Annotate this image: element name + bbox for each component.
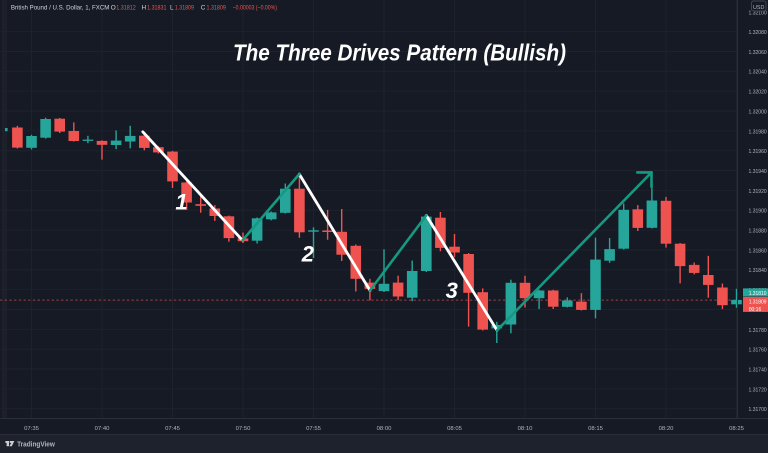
svg-text:C: C	[201, 5, 206, 12]
svg-text:07:35: 07:35	[24, 426, 39, 432]
svg-text:1.32040: 1.32040	[749, 70, 767, 76]
svg-text:1.31980: 1.31980	[749, 129, 767, 135]
svg-text:1.31900: 1.31900	[749, 209, 767, 215]
svg-text:H: H	[142, 5, 147, 12]
svg-text:08:05: 08:05	[447, 426, 462, 432]
svg-text:1.31831: 1.31831	[147, 5, 167, 12]
svg-text:1: 1	[175, 190, 187, 215]
svg-text:1.31760: 1.31760	[749, 348, 767, 354]
svg-text:1.31809: 1.31809	[749, 300, 767, 306]
svg-text:1.32080: 1.32080	[749, 30, 767, 36]
svg-text:−0.00003 (−0.00%): −0.00003 (−0.00%)	[233, 5, 277, 12]
svg-text:1.31720: 1.31720	[749, 387, 767, 393]
svg-text:08:25: 08:25	[729, 426, 744, 432]
svg-text:The Three Drives Pattern (Bull: The Three Drives Pattern (Bullish)	[233, 39, 566, 65]
svg-text:1.32100: 1.32100	[749, 10, 767, 16]
svg-text:1.31740: 1.31740	[749, 367, 767, 373]
svg-text:1.31809: 1.31809	[175, 5, 194, 12]
svg-text:08:10: 08:10	[518, 426, 533, 432]
svg-text:1.31810: 1.31810	[749, 291, 767, 297]
svg-text:08:00: 08:00	[377, 426, 392, 432]
svg-text:L: L	[170, 5, 174, 12]
svg-text:07:45: 07:45	[165, 426, 180, 432]
svg-text:1.32020: 1.32020	[749, 90, 767, 96]
svg-text:2: 2	[301, 242, 315, 267]
svg-text:08:20: 08:20	[659, 426, 674, 432]
svg-text:00:16: 00:16	[749, 307, 762, 313]
svg-text:British Pound / U.S. Dollar, 1: British Pound / U.S. Dollar, 1, FXCM	[11, 5, 110, 12]
svg-text:1.31920: 1.31920	[749, 189, 767, 195]
svg-text:1.31812: 1.31812	[116, 5, 136, 12]
svg-text:08:15: 08:15	[588, 426, 603, 432]
svg-text:1.32000: 1.32000	[749, 109, 767, 115]
svg-text:1.31780: 1.31780	[749, 328, 767, 334]
svg-text:3: 3	[446, 278, 458, 303]
svg-text:07:55: 07:55	[306, 426, 321, 432]
svg-text:1.32060: 1.32060	[749, 50, 767, 56]
svg-text:07:40: 07:40	[95, 426, 110, 432]
svg-text:1.31960: 1.31960	[749, 149, 767, 155]
svg-text:1.31809: 1.31809	[207, 5, 227, 12]
svg-text:USD: USD	[753, 5, 764, 11]
svg-text:O: O	[111, 5, 116, 12]
svg-text:1.31700: 1.31700	[749, 407, 767, 413]
svg-text:1.31840: 1.31840	[749, 268, 767, 274]
svg-text:TradingView: TradingView	[17, 440, 55, 449]
svg-text:1.31880: 1.31880	[749, 229, 767, 235]
svg-text:1.31940: 1.31940	[749, 169, 767, 175]
svg-text:1.31860: 1.31860	[749, 248, 767, 254]
svg-text:07:50: 07:50	[236, 426, 251, 432]
